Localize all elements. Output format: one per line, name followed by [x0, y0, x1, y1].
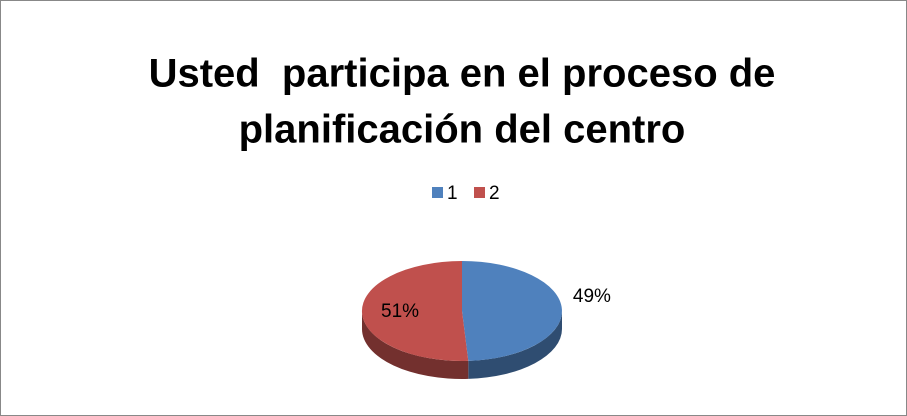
legend-label: 2	[489, 183, 500, 204]
data-label: 49%	[573, 286, 611, 307]
data-label: 51%	[381, 301, 419, 322]
pie-slice-side	[468, 311, 562, 379]
chart-title: Usted participa en el proceso de	[149, 52, 776, 96]
chart-title: planificación del centro	[239, 108, 686, 152]
pie-slice-side	[362, 311, 469, 379]
pie-slice	[462, 261, 562, 361]
legend-label: 1	[447, 183, 458, 204]
legend-swatch	[474, 187, 485, 198]
legend-swatch	[432, 187, 443, 198]
pie-slice	[361, 260, 469, 361]
